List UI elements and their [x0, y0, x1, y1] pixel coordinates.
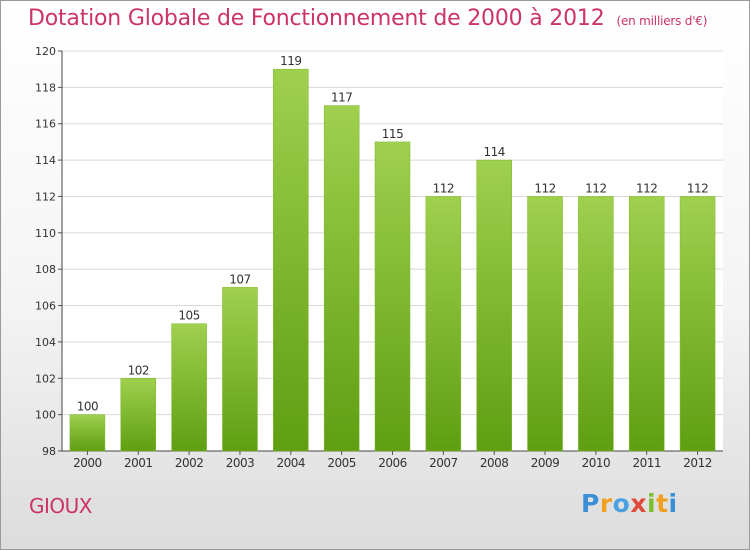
bar-value-label: 114 — [483, 145, 504, 159]
x-tick-label: 2011 — [632, 456, 661, 470]
y-tick-label: 98 — [42, 445, 56, 458]
x-tick-label: 2000 — [73, 456, 102, 470]
x-tick-label: 2005 — [327, 456, 356, 470]
proxiti-logo: Proxiti — [581, 489, 678, 518]
bar — [578, 196, 614, 452]
bar-value-label: 107 — [229, 272, 250, 286]
bar — [374, 141, 411, 452]
bar-value-label: 112 — [585, 181, 606, 195]
x-tick-label: 2012 — [683, 456, 712, 470]
x-tick-label: 2004 — [277, 456, 306, 470]
bar — [323, 105, 360, 452]
bar — [69, 414, 106, 452]
chart-title-text: Dotation Globale de Fonctionnement de 20… — [28, 6, 605, 31]
y-tick-label: 120 — [35, 45, 56, 58]
x-tick-label: 2002 — [175, 456, 204, 470]
bar-value-label: 117 — [331, 91, 352, 105]
bar — [628, 196, 665, 452]
y-tick-label: 100 — [35, 409, 56, 422]
chart-subtitle: (en milliers d'€) — [616, 14, 708, 28]
y-tick-label: 112 — [35, 190, 56, 203]
bar — [476, 159, 512, 452]
commune-name: GIOUX — [29, 494, 92, 518]
y-tick-label: 110 — [35, 227, 56, 240]
x-tick-label: 2003 — [226, 456, 255, 470]
bar — [120, 378, 157, 452]
bar — [527, 196, 563, 452]
bar-value-label: 112 — [687, 181, 708, 195]
bar — [273, 68, 309, 452]
bar-value-label: 105 — [178, 309, 199, 323]
y-tick-label: 118 — [35, 81, 56, 94]
bar-value-label: 112 — [636, 181, 657, 195]
x-tick-label: 2007 — [429, 456, 458, 470]
bar — [171, 323, 207, 452]
bar — [425, 196, 462, 452]
bar — [679, 196, 716, 452]
x-tick-label: 2010 — [582, 456, 611, 470]
chart-title: Dotation Globale de Fonctionnement de 20… — [28, 6, 707, 31]
bar-value-label: 102 — [128, 363, 149, 377]
x-tick-label: 2006 — [378, 456, 407, 470]
y-tick-label: 106 — [35, 300, 56, 313]
y-tick-label: 108 — [35, 263, 56, 276]
x-tick-label: 2009 — [531, 456, 560, 470]
bar-value-label: 115 — [382, 127, 403, 141]
bar-value-label: 112 — [534, 181, 555, 195]
y-tick-label: 104 — [35, 336, 56, 349]
y-tick-label: 102 — [35, 372, 56, 385]
bar-value-label: 100 — [77, 400, 98, 414]
y-tick-label: 116 — [35, 118, 56, 131]
bar-value-label: 112 — [433, 181, 454, 195]
x-tick-label: 2008 — [480, 456, 509, 470]
x-tick-label: 2001 — [124, 456, 153, 470]
bar-value-label: 119 — [280, 54, 301, 68]
bar — [222, 287, 258, 452]
y-tick-label: 114 — [35, 154, 56, 167]
